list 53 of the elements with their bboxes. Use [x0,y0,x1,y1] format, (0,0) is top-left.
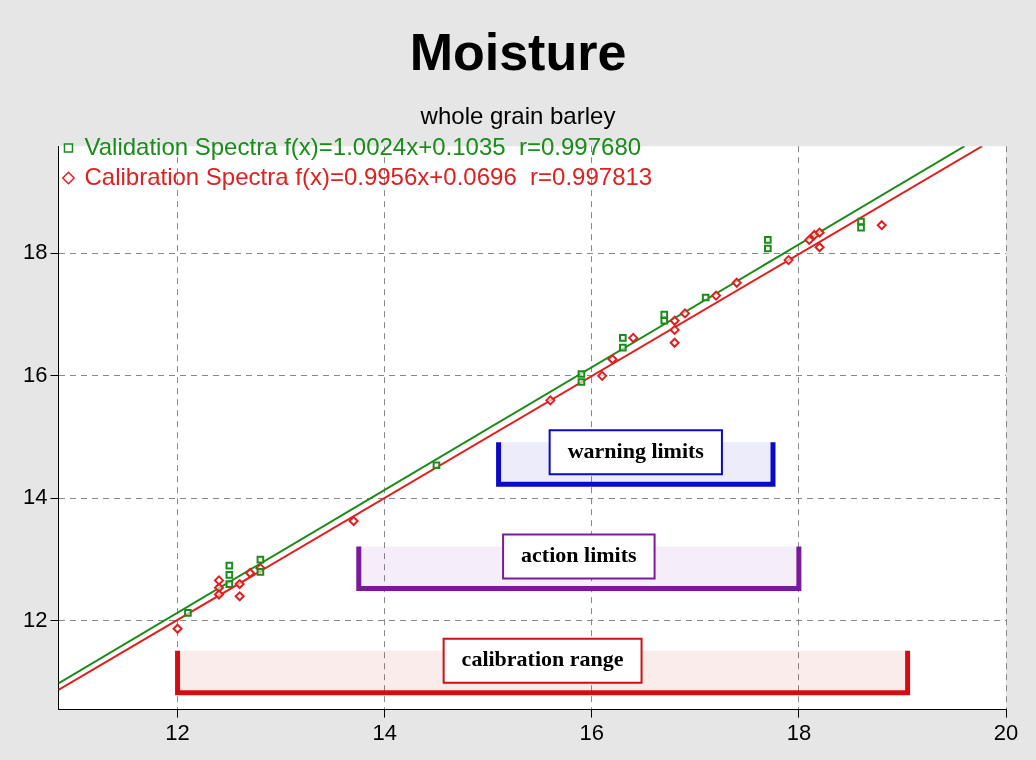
x-tick-label: 18 [786,719,812,745]
point [876,220,887,231]
band-label: calibration range [461,646,624,672]
point [804,234,815,245]
point [731,277,742,288]
point [679,308,690,319]
point [660,316,669,325]
point [764,244,772,253]
point [701,293,710,302]
point [225,580,234,588]
point [764,236,772,244]
point [607,354,618,365]
point [814,227,825,238]
legend-label: Calibration Spectra f(x)=0.9956x+0.0696 r=0.997813 [84,162,653,190]
point [256,567,265,576]
point [172,623,183,634]
point [783,255,794,266]
x-tick-label: 20 [993,719,1019,745]
x-tick-label: 14 [372,719,397,745]
point [669,315,680,326]
point [669,324,680,335]
point [348,515,359,526]
chart-title: Moisture [408,22,628,82]
point [619,343,627,352]
y-tick-label: 12 [22,606,48,632]
point [545,395,556,406]
point [857,223,865,232]
point [245,568,256,579]
legend-label: Validation Spectra f(x)=1.0024x+0.1035 r=0.997680 [84,132,642,160]
band-label: action limits [521,542,638,568]
point [711,290,722,301]
x-tick-label: 16 [579,719,605,745]
point [432,461,441,470]
point [234,579,245,590]
point [184,609,192,617]
point [814,242,825,253]
point [577,370,586,378]
point [577,378,586,386]
point [597,370,608,381]
y-tick-label: 18 [22,239,48,265]
point [225,561,234,570]
point [628,332,639,343]
point [619,334,627,342]
point [225,571,234,579]
point [234,591,245,602]
band-label: warning limits [567,437,705,463]
x-tick-label: 12 [165,719,190,745]
y-tick-label: 16 [22,361,48,387]
point [213,575,224,586]
chart-subtitle: whole grain barley [419,102,617,130]
point [213,589,224,600]
point [669,337,680,348]
y-tick-label: 14 [22,484,48,510]
